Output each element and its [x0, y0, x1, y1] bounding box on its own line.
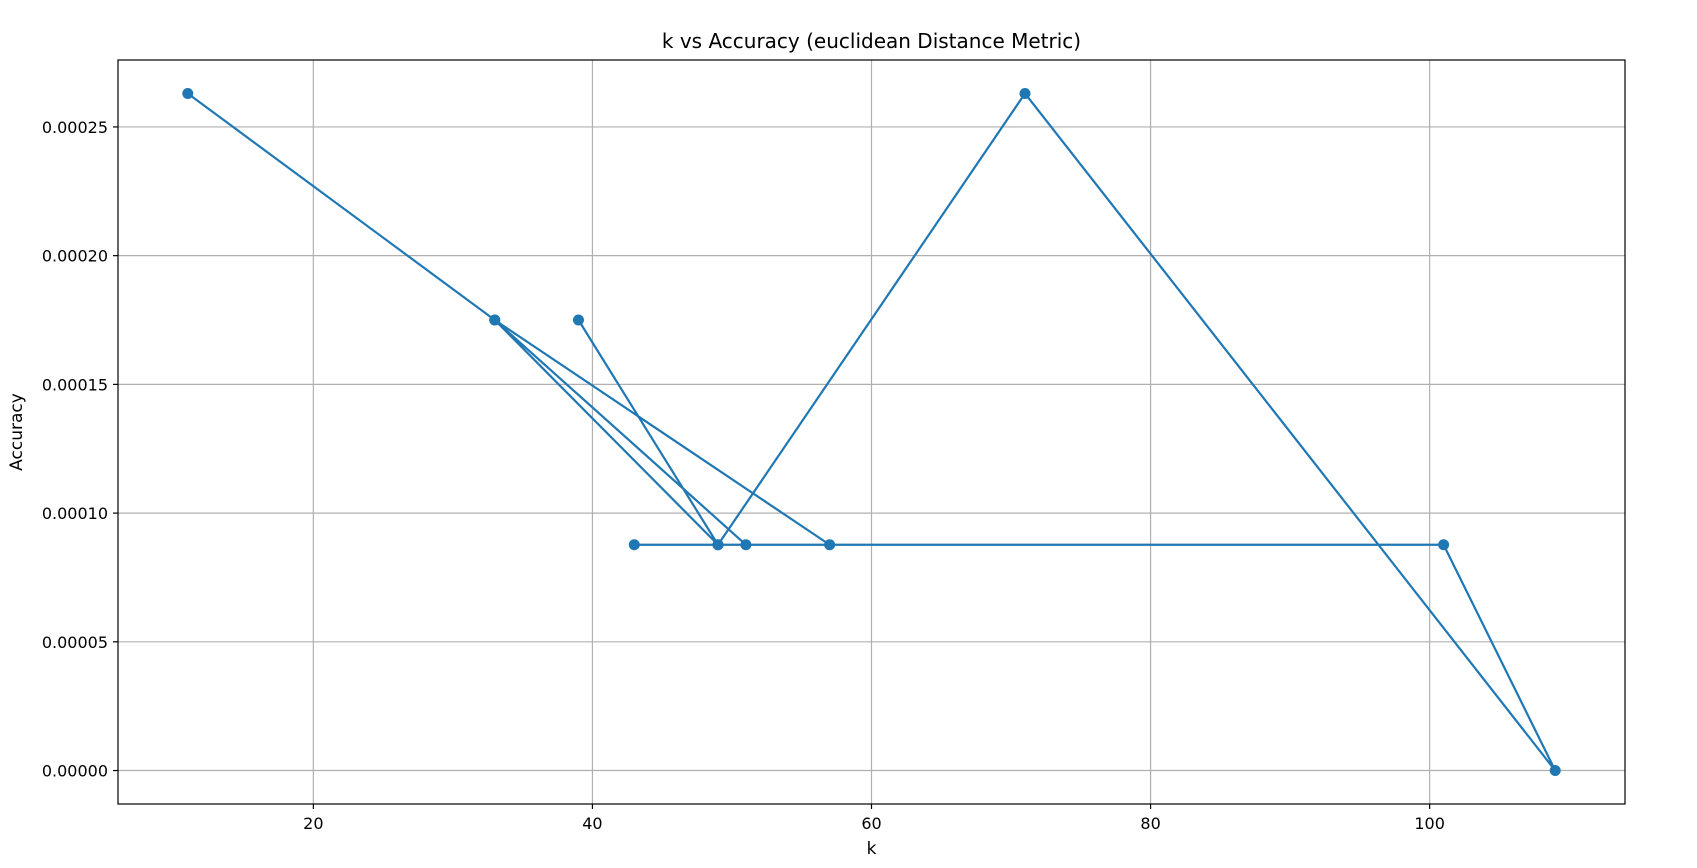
x-tick-label: 60 — [861, 814, 881, 833]
x-tick-label: 100 — [1414, 814, 1445, 833]
series-layer — [182, 87, 1561, 777]
data-point — [489, 314, 501, 326]
data-point — [182, 87, 194, 99]
x-tick-label: 20 — [303, 814, 323, 833]
ticks: 20 40 60 80 100 0.00000 0.00005 0.00010 0.00015 0… — [42, 118, 1445, 833]
y-tick-label: 0.00005 — [42, 633, 108, 652]
grid — [118, 60, 1625, 804]
series-line — [187, 92, 1557, 772]
x-tick-label: 80 — [1140, 814, 1160, 833]
y-axis-label: Accuracy — [7, 393, 27, 471]
x-tick-label: 40 — [582, 814, 602, 833]
y-tick-label: 0.00015 — [42, 375, 108, 394]
y-tick-label: 0.00025 — [42, 118, 108, 137]
data-point — [1549, 765, 1561, 777]
x-axis-label: k — [867, 839, 877, 859]
data-point — [740, 539, 752, 551]
data-point — [824, 539, 836, 551]
data-point — [628, 539, 640, 551]
y-tick-label: 0.00000 — [42, 762, 108, 781]
data-point — [1019, 87, 1031, 99]
data-point — [712, 539, 724, 551]
y-tick-label: 0.00020 — [42, 247, 108, 266]
data-point — [572, 314, 584, 326]
y-tick-label: 0.00010 — [42, 504, 108, 523]
data-point — [1438, 539, 1450, 551]
chart-title: k vs Accuracy (euclidean Distance Metric… — [662, 29, 1081, 53]
